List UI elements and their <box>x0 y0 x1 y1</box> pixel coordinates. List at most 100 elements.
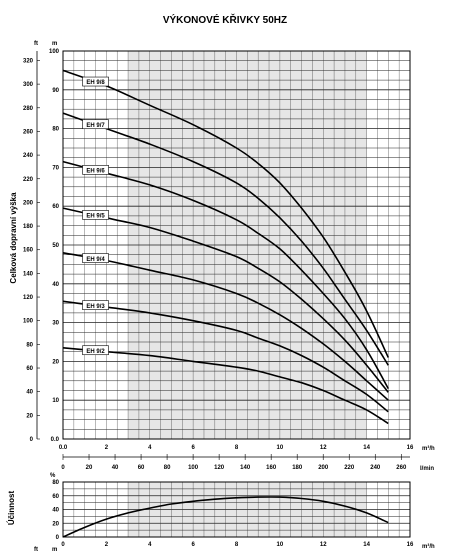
curve-label-text: EH 9/7 <box>86 123 105 129</box>
ft-tick-label: 20 <box>26 413 33 419</box>
y-tick-label: 80 <box>52 127 59 133</box>
curve-label-text: EH 9/5 <box>86 214 105 220</box>
main-y-axis-label: Celková dopravní výška <box>9 192 18 284</box>
cutoff-m-label: m <box>52 547 57 551</box>
ft-tick-label: 280 <box>23 106 34 112</box>
m-unit-label: m <box>52 41 57 47</box>
x-tick-label: 0 <box>61 542 65 548</box>
x-tick-label: 10 <box>277 542 284 548</box>
curve-label-box <box>82 300 109 310</box>
curve-label-box <box>82 253 109 263</box>
curve-eh-9-2 <box>62 347 389 425</box>
y-tick-label: 0 <box>56 535 60 541</box>
curve-label-text: EH 9/3 <box>86 304 105 310</box>
curve-eh-9-3 <box>62 300 389 413</box>
efficiency-curve <box>62 496 389 538</box>
ft-tick-label: 0 <box>30 437 34 443</box>
curve-label-box <box>82 165 109 175</box>
efficiency-chart-y-ticks: 0 20 40 60 80 <box>52 480 59 541</box>
chart-title: VÝKONOVÉ KŘIVKY 50HZ <box>163 13 287 26</box>
y-tick-label: 40 <box>52 508 59 514</box>
main-chart-lmin-ticks: 0 20 40 60 80 100 120 140 160 180 200 220 240 260 <box>61 454 410 471</box>
curve-label-eh-9-5: EH 9/5 <box>82 210 109 220</box>
y-tick-label: 70 <box>52 165 59 171</box>
curve-label-text: EH 9/2 <box>86 349 105 355</box>
ft-tick-label: 100 <box>23 319 34 325</box>
x-tick-label: 16 <box>407 445 414 451</box>
ft-tick-label: 200 <box>23 200 34 206</box>
curve-eh-9-5 <box>62 207 389 393</box>
ft-tick-label: 40 <box>26 390 33 396</box>
y-tick-label: 20 <box>52 521 59 527</box>
ft-tick-label: 300 <box>23 82 34 88</box>
x-tick-label: 12 <box>320 542 327 548</box>
x-tick-label: 16 <box>407 542 414 548</box>
lmin-tick-label: 120 <box>214 465 225 471</box>
y-tick-label: 60 <box>52 204 59 210</box>
lmin-tick-label: 20 <box>86 465 93 471</box>
curve-label-box <box>82 345 109 356</box>
main-x-unit-label: m³/h <box>422 445 435 452</box>
curve-label-text: EH 9/4 <box>86 257 105 263</box>
lmin-tick-label: 140 <box>240 465 251 471</box>
curve-label-box <box>82 76 109 87</box>
y-tick-label: 100 <box>49 49 60 55</box>
lmin-tick-label: 220 <box>344 465 355 471</box>
curve-label-text: EH 9/6 <box>86 169 105 175</box>
y-tick-label: 0.0 <box>51 437 60 443</box>
curve-eh-9-6 <box>62 160 389 389</box>
main-chart-ft-ticks: 0 20 40 60 80 100 120 140 160 180 200 220 240 260 280 3… <box>23 58 40 443</box>
cutoff-ft-label: ft <box>34 547 38 551</box>
curve-label-eh-9-3: EH 9/3 <box>82 300 109 310</box>
efficiency-chart-curve <box>62 496 389 538</box>
lmin-tick-label: 260 <box>396 465 407 471</box>
ft-tick-label: 320 <box>23 58 34 64</box>
x-tick-label: 12 <box>320 445 327 451</box>
curve-label-box <box>82 119 109 130</box>
lmin-tick-label: 240 <box>370 465 381 471</box>
ft-tick-label: 180 <box>23 224 34 230</box>
lmin-tick-label: 180 <box>292 465 303 471</box>
curve-eh-9-4 <box>62 252 389 401</box>
y-tick-label: 10 <box>52 398 59 404</box>
ft-tick-label: 240 <box>23 153 34 159</box>
main-chart-grid <box>62 50 411 440</box>
main-chart-x-ticks: 0.0 2 4 6 8 10 12 14 16 <box>59 445 414 451</box>
ft-tick-label: 260 <box>23 129 34 135</box>
y-tick-label: 80 <box>52 480 59 486</box>
plot-border <box>62 481 411 538</box>
lmin-tick-label: 160 <box>266 465 277 471</box>
ft-tick-label: 120 <box>23 295 34 301</box>
main-lmin-unit-label: l/min <box>420 466 434 472</box>
x-tick-label: 6 <box>191 445 195 451</box>
curve-label-eh-9-7: EH 9/7 <box>82 119 109 130</box>
eff-percent-label: % <box>50 473 56 479</box>
x-tick-label: 14 <box>363 542 370 548</box>
curve-label-eh-9-4: EH 9/4 <box>82 253 109 263</box>
efficiency-chart-frame <box>62 481 411 538</box>
ft-unit-label: ft <box>34 41 38 47</box>
ft-tick-label: 60 <box>26 366 33 372</box>
curve-label-box <box>82 210 109 220</box>
curve-eh-9-7 <box>62 112 389 366</box>
x-tick-label: 2 <box>105 542 109 548</box>
y-tick-label: 30 <box>52 321 59 327</box>
curve-label-eh-9-8: EH 9/8 <box>82 76 109 87</box>
y-tick-label: 90 <box>52 88 59 94</box>
main-chart-frame <box>36 50 411 440</box>
ft-tick-label: 80 <box>26 342 33 348</box>
lmin-tick-label: 80 <box>164 465 171 471</box>
ft-tick-label: 140 <box>23 271 34 277</box>
x-tick-label: 6 <box>191 542 195 548</box>
x-tick-label: 14 <box>363 445 370 451</box>
plot-border <box>62 50 411 440</box>
curve-label-eh-9-6: EH 9/6 <box>82 165 109 175</box>
main-chart-y-ticks: 0.0 10 20 30 40 50 60 70 80 90 100 <box>49 49 60 443</box>
curve-label-text: EH 9/8 <box>86 80 105 86</box>
curve-eh-9-8 <box>62 69 390 358</box>
main-chart-curves <box>62 69 390 425</box>
x-tick-label: 4 <box>148 542 152 548</box>
y-tick-label: 20 <box>52 359 59 365</box>
y-tick-label: 50 <box>52 243 59 249</box>
